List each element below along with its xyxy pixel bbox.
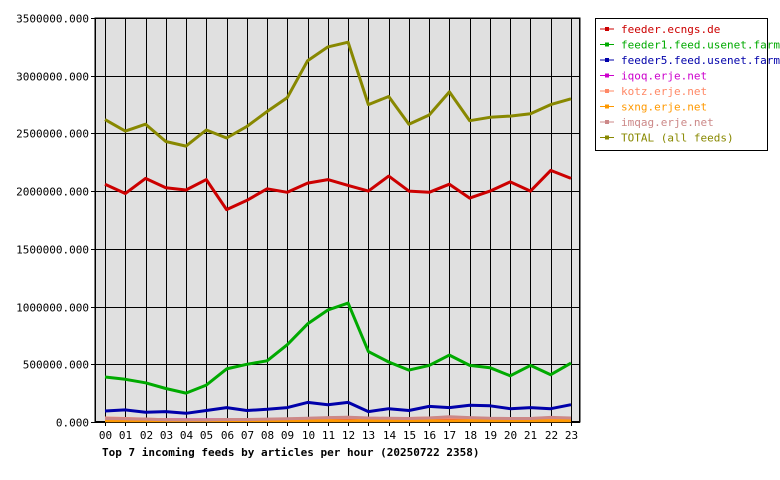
series-lines xyxy=(104,40,572,423)
x-tick-label: 06 xyxy=(221,429,234,442)
y-tick-label: 1000000.000 xyxy=(16,302,89,315)
plot-background xyxy=(94,17,581,423)
y-tick-label: 3000000.000 xyxy=(16,71,89,84)
chart-title: Top 7 incoming feeds by articles per hou… xyxy=(102,446,480,459)
legend-marker-3 xyxy=(605,73,609,78)
x-tick-label: 14 xyxy=(383,429,397,442)
x-tick-label: 19 xyxy=(484,429,497,442)
x-tick-label: 18 xyxy=(464,429,477,442)
x-tick-label: 08 xyxy=(261,429,274,442)
series-line-2 xyxy=(104,400,572,415)
legend-label-0: feeder.ecngs.de xyxy=(621,23,720,36)
legend-label-1: feeder1.feed.usenet.farm xyxy=(621,39,780,52)
x-tick-label: 05 xyxy=(200,429,213,442)
x-tick-label: 17 xyxy=(443,429,456,442)
x-tick-label: 16 xyxy=(423,429,436,442)
x-tick-label: 10 xyxy=(302,429,315,442)
x-tick-label: 13 xyxy=(362,429,375,442)
legend-marker-5 xyxy=(605,104,609,109)
x-tick-label: 02 xyxy=(140,429,153,442)
series-line-7 xyxy=(104,40,572,148)
legend: feeder.ecngs.de feeder1.feed.usenet.farm f… xyxy=(595,18,780,151)
legend-marker-0 xyxy=(605,27,609,31)
x-tick-label: 12 xyxy=(342,429,355,442)
x-tick-label: 22 xyxy=(545,429,558,442)
plot-area xyxy=(94,17,581,423)
legend-marker-2 xyxy=(605,58,609,62)
legend-marker-7 xyxy=(605,135,609,140)
series-line-6 xyxy=(104,415,572,422)
axes: 0.000500000.0001000000.0001500000.000200… xyxy=(16,13,580,442)
y-tick-label: 0.000 xyxy=(56,417,89,430)
x-tick-label: 20 xyxy=(504,429,517,442)
x-tick-label: 15 xyxy=(403,429,416,442)
legend-label-6: imqag.erje.net xyxy=(621,116,714,129)
legend-label-5: sxng.erje.net xyxy=(621,101,707,114)
legend-box xyxy=(595,18,768,151)
legend-label-3: iqoq.erje.net xyxy=(621,70,707,83)
series-line-1 xyxy=(104,301,572,395)
legend-label-2: feeder5.feed.usenet.farm xyxy=(621,54,780,67)
legend-marker-4 xyxy=(605,89,609,93)
y-tick-label: 3500000.000 xyxy=(16,13,89,26)
x-tick-label: 21 xyxy=(524,429,537,442)
x-tick-label: 03 xyxy=(160,429,173,442)
series-line-0 xyxy=(104,168,572,212)
y-tick-label: 2000000.000 xyxy=(16,186,89,199)
legend-label-7: TOTAL (all feeds) xyxy=(621,132,734,145)
legend-marker-6 xyxy=(605,120,609,124)
x-tick-label: 09 xyxy=(281,429,294,442)
y-tick-label: 500000.000 xyxy=(23,359,89,372)
legend-label-4: kotz.erje.net xyxy=(621,85,707,98)
y-tick-label: 2500000.000 xyxy=(16,128,89,141)
legend-marker-1 xyxy=(605,42,609,47)
y-tick-label: 1500000.000 xyxy=(16,244,89,257)
x-tick-label: 01 xyxy=(119,429,132,442)
x-tick-label: 11 xyxy=(322,429,335,442)
x-tick-label: 04 xyxy=(180,429,194,442)
x-tick-label: 23 xyxy=(565,429,578,442)
x-tick-label: 00 xyxy=(99,429,112,442)
x-tick-label: 07 xyxy=(241,429,254,442)
